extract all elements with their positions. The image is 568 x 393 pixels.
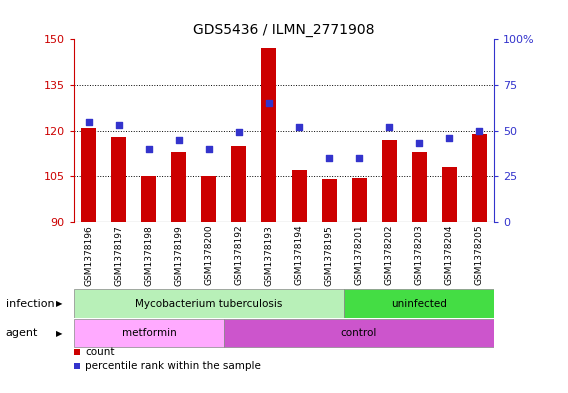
Text: infection: infection (6, 299, 55, 309)
Bar (111, 137, 126, 222)
Bar (352, 178, 366, 222)
Bar (382, 140, 396, 222)
Bar (202, 176, 216, 222)
Text: ▶: ▶ (56, 329, 63, 338)
Bar (141, 176, 156, 222)
Point (445, 135, 454, 141)
Text: percentile rank within the sample: percentile rank within the sample (85, 361, 261, 371)
Bar (261, 48, 277, 222)
Point (415, 140, 424, 147)
Point (265, 100, 274, 107)
Bar (74, 319, 224, 347)
Text: uninfected: uninfected (391, 299, 447, 309)
Text: Mycobacterium tuberculosis: Mycobacterium tuberculosis (135, 299, 283, 309)
Bar (232, 146, 247, 222)
Point (114, 122, 123, 129)
Point (174, 137, 183, 143)
Text: ▶: ▶ (56, 299, 63, 308)
Point (84, 118, 93, 125)
Title: GDS5436 / ILMN_2771908: GDS5436 / ILMN_2771908 (193, 23, 375, 37)
Point (324, 155, 333, 161)
Bar (74, 289, 344, 318)
Point (144, 146, 153, 152)
Bar (321, 179, 336, 222)
Point (354, 155, 364, 161)
Point (294, 124, 303, 130)
Point (235, 129, 244, 136)
Text: count: count (85, 347, 115, 357)
Bar (471, 134, 487, 222)
Bar (224, 319, 494, 347)
Point (204, 146, 214, 152)
Text: control: control (341, 328, 377, 338)
Point (385, 124, 394, 130)
Bar (81, 128, 97, 222)
Text: agent: agent (6, 328, 38, 338)
Bar (442, 167, 457, 222)
Text: metformin: metformin (122, 328, 176, 338)
Point (475, 127, 484, 134)
Bar (412, 152, 427, 222)
Bar (344, 289, 494, 318)
Bar (291, 170, 307, 222)
Bar (172, 152, 186, 222)
